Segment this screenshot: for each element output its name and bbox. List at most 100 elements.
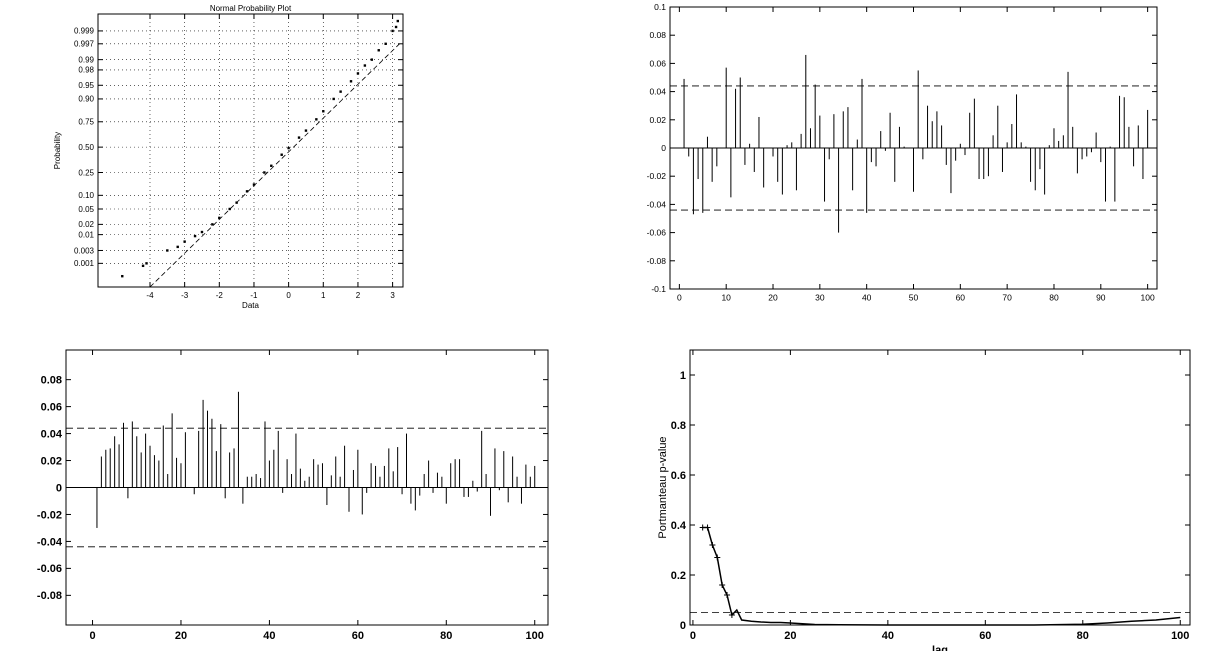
y-tick-label: 0.2 xyxy=(671,570,686,582)
data-point xyxy=(304,129,308,132)
x-tick-label: 40 xyxy=(862,293,872,303)
x-tick-label: -1 xyxy=(250,291,258,300)
y-tick-label: 0.01 xyxy=(78,230,94,239)
data-point xyxy=(349,80,353,83)
x-tick-label: 2 xyxy=(356,291,361,300)
point-marker xyxy=(714,554,721,561)
y-tick-label: 0.90 xyxy=(78,95,94,104)
chart-title: Normal Probability Plot xyxy=(210,4,292,13)
x-tick-label: 80 xyxy=(1077,630,1089,642)
data-point xyxy=(356,72,360,75)
x-tick-label: -2 xyxy=(216,291,224,300)
y-tick-label: 1 xyxy=(680,370,686,382)
data-point xyxy=(176,245,179,249)
subplot: 0 10 20 30 40 50 60 70 80 90 100 -0.1 -0.08 -0.06 -0.0… xyxy=(647,2,1158,303)
y-tick-label: 0.6 xyxy=(671,470,686,482)
x-tick-label: 80 xyxy=(440,630,452,642)
y-tick-label: 0.003 xyxy=(74,246,95,255)
y-tick-label: -0.08 xyxy=(37,590,62,602)
x-axis-label: lag xyxy=(932,645,948,651)
x-tick-label: 70 xyxy=(1002,293,1012,303)
y-tick-label: 0 xyxy=(661,143,666,153)
y-tick-label: 0.02 xyxy=(649,115,666,125)
data-point xyxy=(377,49,380,52)
x-tick-label: 40 xyxy=(882,630,894,642)
y-tick-label: -0.06 xyxy=(647,228,667,238)
x-tick-label: -3 xyxy=(181,291,189,300)
subplot: 0 20 40 60 80 100 -0.08 -0.06 -0.04 -0.02 0 0.02 0.0… xyxy=(37,349,549,642)
y-tick-label: 0.99 xyxy=(78,55,94,64)
data-point xyxy=(200,230,204,234)
point-marker xyxy=(709,542,716,548)
y-tick-label: 0.98 xyxy=(78,66,94,75)
x-tick-label: -4 xyxy=(146,291,154,300)
y-tick-label: 0.04 xyxy=(649,87,666,97)
x-tick-label: 20 xyxy=(175,630,187,642)
y-tick-label: 0 xyxy=(56,482,62,494)
data-point xyxy=(270,164,273,167)
data-point xyxy=(263,171,266,174)
x-tick-label: 100 xyxy=(1141,293,1155,303)
x-tick-label: 1 xyxy=(321,291,326,300)
y-tick-label: -0.04 xyxy=(37,536,63,548)
data-point xyxy=(141,264,145,268)
data-point xyxy=(297,136,301,139)
y-tick-label: 0.997 xyxy=(74,40,95,49)
y-tick-label: 0.08 xyxy=(649,30,666,40)
data-point xyxy=(121,274,124,278)
y-axis-label: Portmanteau p-value xyxy=(657,436,669,538)
x-tick-label: 80 xyxy=(1049,293,1059,303)
data-point xyxy=(315,118,318,121)
y-tick-label: -0.06 xyxy=(37,563,62,575)
y-tick-label: 0.001 xyxy=(74,259,95,268)
y-tick-label: 0.95 xyxy=(78,81,94,90)
y-tick-label: 0.10 xyxy=(78,191,94,200)
data-point xyxy=(228,207,231,211)
data-point xyxy=(183,240,186,243)
plot-frame xyxy=(689,349,1191,626)
y-tick-label: -0.02 xyxy=(647,171,667,181)
y-tick-label: 0.4 xyxy=(671,520,687,532)
data-point xyxy=(235,201,238,204)
y-tick-label: -0.1 xyxy=(651,284,666,294)
y-tick-label: 0.06 xyxy=(649,58,666,68)
y-tick-label: 0.50 xyxy=(78,143,94,152)
x-tick-label: 60 xyxy=(352,630,364,642)
x-tick-label: 0 xyxy=(89,630,95,642)
data-point xyxy=(370,58,374,61)
x-tick-label: 40 xyxy=(263,630,275,642)
y-tick-label: 0.06 xyxy=(41,401,62,413)
data-point xyxy=(218,216,221,220)
subplot: lag Portmanteau p-value 0 20 40 60 80 100 0 0.2 0.… xyxy=(657,349,1191,651)
data-point xyxy=(245,190,249,193)
data-point xyxy=(391,29,394,33)
data-point xyxy=(145,262,148,265)
x-tick-label: 0 xyxy=(690,630,696,642)
data-line xyxy=(702,526,1181,626)
x-axis-label: Data xyxy=(242,301,259,310)
y-tick-label: 0.02 xyxy=(78,220,94,229)
x-tick-label: 3 xyxy=(390,291,395,300)
x-tick-label: 20 xyxy=(784,630,796,642)
data-point xyxy=(396,19,400,23)
data-point xyxy=(322,110,325,113)
y-tick-label: 0.75 xyxy=(78,118,94,127)
reference-line xyxy=(149,43,400,288)
x-tick-label: 100 xyxy=(1171,630,1189,642)
x-tick-label: 30 xyxy=(815,293,825,303)
x-tick-label: 60 xyxy=(979,630,991,642)
point-marker xyxy=(704,524,711,531)
y-tick-label: 0.8 xyxy=(671,420,686,432)
y-tick-label: -0.02 xyxy=(37,509,62,521)
data-point xyxy=(394,25,398,29)
x-tick-label: 20 xyxy=(768,293,778,303)
point-marker xyxy=(719,582,726,588)
y-tick-label: -0.04 xyxy=(647,199,667,209)
data-point xyxy=(193,234,197,238)
data-point xyxy=(252,183,256,186)
data-point xyxy=(384,42,387,45)
data-point xyxy=(363,64,367,67)
data-point xyxy=(211,223,214,226)
y-tick-label: 0.25 xyxy=(78,168,94,177)
y-tick-label: 0.05 xyxy=(78,205,94,214)
